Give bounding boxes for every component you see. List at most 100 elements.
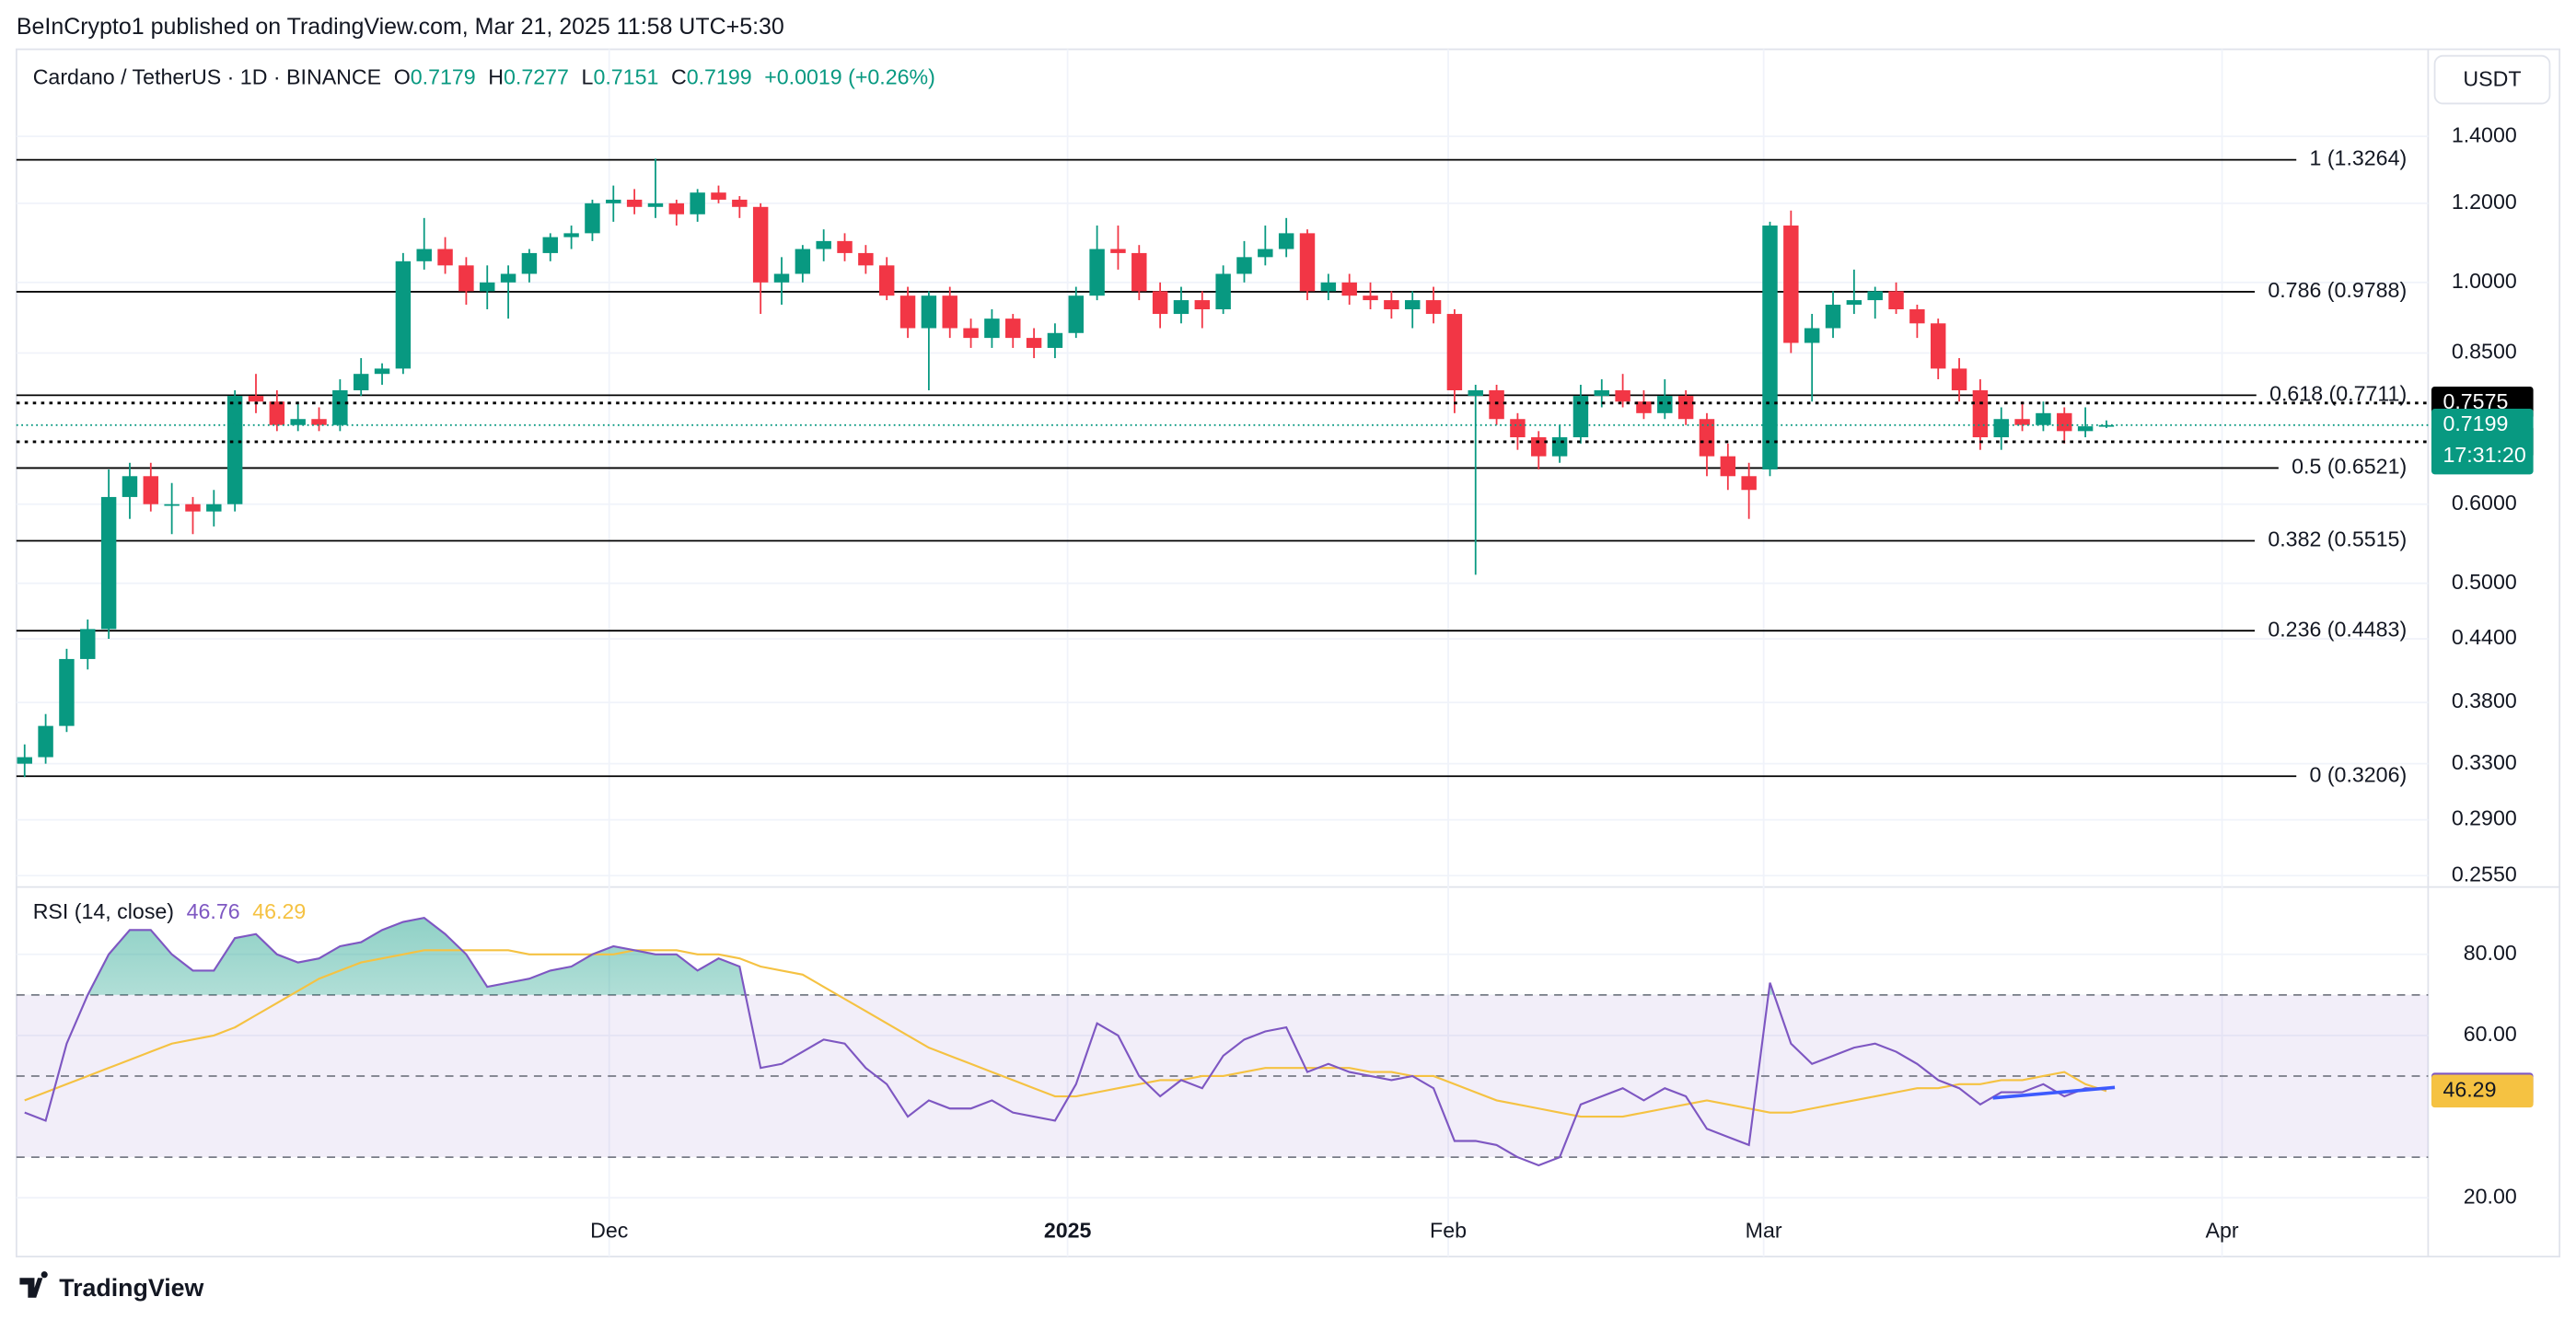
logo-text: TradingView bbox=[59, 1274, 203, 1302]
y-tick-label: 60.00 bbox=[2464, 1022, 2517, 1046]
y-tick-label: 0.2550 bbox=[2452, 862, 2517, 886]
candle-body bbox=[248, 396, 264, 402]
candle-body bbox=[1867, 291, 1883, 301]
candle-body bbox=[984, 318, 1000, 339]
rsi-ma-line bbox=[24, 949, 2107, 1118]
candle-body bbox=[1446, 314, 1463, 390]
candle-body bbox=[1215, 273, 1231, 310]
plot bbox=[16, 158, 2429, 1167]
candle-body bbox=[1299, 233, 1316, 292]
candle-body bbox=[1068, 295, 1084, 333]
candle-body bbox=[1089, 249, 1105, 296]
y-tick-label: 0.3800 bbox=[2452, 689, 2517, 712]
candle-body bbox=[752, 206, 769, 283]
candle-body bbox=[647, 203, 664, 207]
last-price-badge-bg bbox=[2431, 408, 2534, 475]
y-tick-label: 1.2000 bbox=[2452, 190, 2517, 214]
candle-body bbox=[1720, 456, 1736, 477]
overlay: 1 (1.3264) 0.786 (0.9788) 0.618 (0.7711) 0.… bbox=[16, 146, 2534, 1108]
candle-body bbox=[1972, 389, 1989, 438]
candle-body bbox=[164, 504, 180, 506]
candle-body bbox=[290, 419, 306, 425]
y-tick-label: 0.6000 bbox=[2452, 491, 2517, 515]
y-tick-label: 0.4400 bbox=[2452, 625, 2517, 649]
candle-body bbox=[626, 199, 643, 207]
candle-body bbox=[1152, 291, 1168, 315]
ohlc-value: 0.7179 bbox=[411, 65, 476, 89]
candle-body bbox=[1846, 300, 1862, 306]
candle-body bbox=[668, 203, 685, 214]
candle-body bbox=[206, 504, 222, 512]
ohlc-key: C bbox=[671, 65, 687, 89]
rsi-value: 46.76 bbox=[187, 899, 240, 923]
fib-level-label: 0.236 (0.4483) bbox=[2268, 617, 2407, 641]
candle-body bbox=[1026, 338, 1042, 348]
candle-body bbox=[963, 328, 979, 339]
x-tick-label: Dec bbox=[590, 1218, 628, 1242]
rsi-line bbox=[24, 916, 2106, 1167]
candle-body bbox=[1951, 368, 1967, 390]
candle-body bbox=[921, 295, 937, 329]
candle-body bbox=[563, 233, 579, 237]
candle-body bbox=[1005, 318, 1021, 339]
candle-body bbox=[732, 199, 748, 207]
candle-body bbox=[1341, 282, 1357, 296]
candle-body bbox=[1551, 437, 1568, 457]
rsi-ma-badge-bg bbox=[2431, 1074, 2534, 1108]
y-tick-label: 20.00 bbox=[2464, 1184, 2517, 1208]
fib-level-label: 0.382 (0.5515) bbox=[2268, 527, 2407, 551]
rsi-legend: RSI (14, close) 46.76 46.29 bbox=[33, 899, 307, 923]
candle-body bbox=[1236, 257, 1252, 274]
candle-body bbox=[2057, 412, 2072, 432]
currency-label[interactable]: USDT bbox=[2463, 67, 2521, 91]
candle-body bbox=[437, 249, 453, 266]
candle-body bbox=[1173, 300, 1189, 315]
candle-body bbox=[1930, 323, 1946, 369]
candle-body bbox=[542, 237, 558, 253]
ohlc-key: H bbox=[488, 65, 504, 89]
candle-body bbox=[269, 401, 285, 425]
ohlc-value: 0.7151 bbox=[593, 65, 658, 89]
candle-body bbox=[690, 192, 705, 214]
candle-body bbox=[80, 629, 96, 659]
y-tick-label: 1.0000 bbox=[2452, 269, 2517, 293]
y-tick-label: 0.2900 bbox=[2452, 806, 2517, 830]
logo-icon bbox=[19, 1271, 48, 1298]
candle-body bbox=[1320, 282, 1337, 292]
candle-body bbox=[38, 725, 53, 758]
candle-body bbox=[773, 273, 790, 283]
candle-body bbox=[899, 295, 916, 329]
ohlc-key: L bbox=[582, 65, 594, 89]
candle-body bbox=[1699, 419, 1715, 457]
symbol-legend: Cardano / TetherUS · 1D · BINANCE O0.717… bbox=[33, 65, 935, 89]
ohlc-key: O bbox=[394, 65, 411, 89]
candle-body bbox=[1888, 291, 1904, 310]
last-price-badge-countdown: 17:31:20 bbox=[2443, 443, 2525, 467]
chart-frame bbox=[15, 48, 2561, 1258]
candle-body bbox=[1572, 396, 1589, 438]
x-tick-label: 2025 bbox=[1044, 1218, 1092, 1242]
symbol-title: Cardano / TetherUS · 1D · BINANCE bbox=[33, 65, 381, 89]
x-tick-label: Mar bbox=[1746, 1218, 1782, 1242]
candle-body bbox=[816, 240, 831, 249]
candle-body bbox=[17, 757, 32, 764]
candle-body bbox=[1258, 249, 1273, 258]
candle-body bbox=[480, 282, 495, 292]
candle-body bbox=[942, 295, 957, 329]
candle-body bbox=[1594, 389, 1609, 397]
candle-body bbox=[185, 504, 201, 512]
candle-body bbox=[1909, 309, 1925, 324]
candle-body bbox=[100, 496, 117, 630]
candle-body bbox=[1825, 305, 1841, 329]
currency-button[interactable] bbox=[2433, 54, 2551, 105]
rsi-ma-value: 46.29 bbox=[252, 899, 306, 923]
fib-level-label: 1 (1.3264) bbox=[2309, 146, 2407, 170]
candle-body bbox=[878, 265, 895, 296]
rsi-title: RSI (14, close) bbox=[33, 899, 174, 923]
candle-body bbox=[1194, 300, 1211, 310]
candle-body bbox=[332, 389, 348, 425]
candle-body bbox=[1741, 476, 1757, 491]
